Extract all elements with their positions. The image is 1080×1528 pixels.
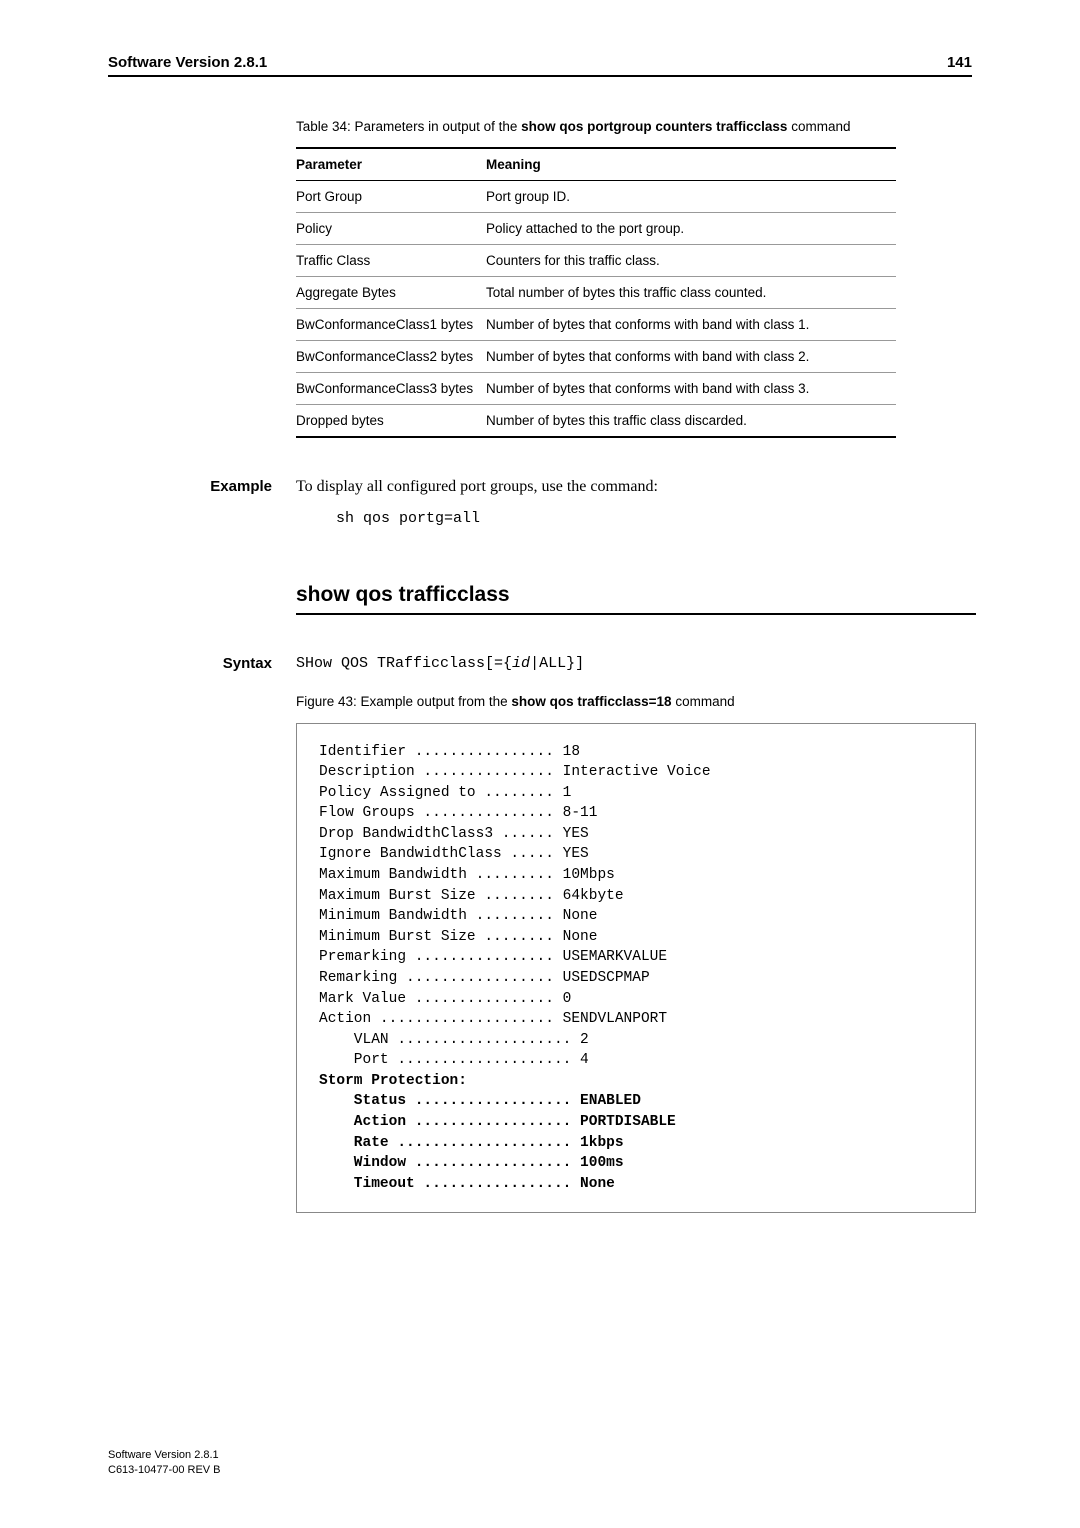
table-row: Dropped bytesNumber of bytes this traffi… [296, 404, 896, 437]
example-command: sh qos portg=all [336, 510, 972, 527]
output-line: Premarking ................ USEMARKVALUE [319, 947, 957, 968]
cell-meaning: Counters for this traffic class. [486, 244, 896, 276]
page-number: 141 [947, 54, 972, 71]
output-line: Mark Value ................ 0 [319, 989, 957, 1010]
section-heading: show qos trafficclass [296, 583, 976, 607]
cell-param: Policy [296, 212, 486, 244]
footer-line2: C613-10477-00 REV B [108, 1463, 221, 1478]
cell-meaning: Number of bytes this traffic class disca… [486, 404, 896, 437]
example-label: Example [108, 478, 286, 495]
cell-meaning: Number of bytes that conforms with band … [486, 340, 896, 372]
cell-param: Port Group [296, 180, 486, 212]
cell-param: BwConformanceClass2 bytes [296, 340, 486, 372]
cell-meaning: Policy attached to the port group. [486, 212, 896, 244]
cell-param: Dropped bytes [296, 404, 486, 437]
output-line: Remarking ................. USEDSCPMAP [319, 968, 957, 989]
table-header-row: Parameter Meaning [296, 148, 896, 181]
table-row: Port GroupPort group ID. [296, 180, 896, 212]
syntax-command: SHow QOS TRafficclass[={id|ALL}] [296, 655, 972, 672]
section-heading-wrap: show qos trafficclass [296, 583, 976, 615]
table-caption-prefix: Table 34: Parameters in output of the [296, 119, 521, 134]
page-footer: Software Version 2.8.1 C613-10477-00 REV… [108, 1448, 221, 1478]
output-line: Minimum Burst Size ........ None [319, 927, 957, 948]
fig-caption-bold: show qos trafficclass=18 [511, 694, 671, 709]
col-meaning: Meaning [486, 148, 896, 181]
table-caption-suffix: command [787, 119, 850, 134]
syntax-label: Syntax [108, 655, 286, 672]
table-caption-bold: show qos portgroup counters trafficclass [521, 119, 787, 134]
output-bold-line: Action .................. PORTDISABLE [319, 1112, 957, 1133]
output-bold-line: Timeout ................. None [319, 1174, 957, 1195]
table-row: BwConformanceClass1 bytesNumber of bytes… [296, 308, 896, 340]
output-line: Maximum Burst Size ........ 64kbyte [319, 886, 957, 907]
syntax-post: |ALL}] [530, 655, 584, 672]
footer-line1: Software Version 2.8.1 [108, 1448, 221, 1463]
parameters-table: Parameter Meaning Port GroupPort group I… [296, 147, 896, 438]
output-line: Maximum Bandwidth ......... 10Mbps [319, 865, 957, 886]
output-line: Ignore BandwidthClass ..... YES [319, 844, 957, 865]
syntax-pre: SHow QOS TRafficclass[={ [296, 655, 512, 672]
command-output-box: Identifier ................ 18Descriptio… [296, 723, 976, 1214]
cell-param: Aggregate Bytes [296, 276, 486, 308]
output-bold-line: Status .................. ENABLED [319, 1091, 957, 1112]
example-block: Example To display all configured port g… [108, 478, 972, 496]
table-row: Aggregate BytesTotal number of bytes thi… [296, 276, 896, 308]
syntax-id: id [512, 655, 530, 672]
output-line: VLAN .................... 2 [319, 1030, 957, 1051]
syntax-block: Syntax SHow QOS TRafficclass[={id|ALL}] [108, 655, 972, 672]
page-header: Software Version 2.8.1 141 [108, 54, 972, 77]
cell-meaning: Number of bytes that conforms with band … [486, 372, 896, 404]
example-text: To display all configured port groups, u… [296, 478, 972, 496]
fig-caption-suffix: command [672, 694, 735, 709]
cell-param: Traffic Class [296, 244, 486, 276]
fig-caption-prefix: Figure 43: Example output from the [296, 694, 511, 709]
table-row: BwConformanceClass3 bytesNumber of bytes… [296, 372, 896, 404]
cell-param: BwConformanceClass3 bytes [296, 372, 486, 404]
figure-caption: Figure 43: Example output from the show … [296, 694, 972, 709]
table-row: Traffic ClassCounters for this traffic c… [296, 244, 896, 276]
output-bold-line: Rate .................... 1kbps [319, 1133, 957, 1154]
header-title: Software Version 2.8.1 [108, 54, 267, 71]
cell-meaning: Port group ID. [486, 180, 896, 212]
cell-param: BwConformanceClass1 bytes [296, 308, 486, 340]
output-line: Drop BandwidthClass3 ...... YES [319, 824, 957, 845]
col-parameter: Parameter [296, 148, 486, 181]
output-line: Port .................... 4 [319, 1050, 957, 1071]
output-bold-line: Window .................. 100ms [319, 1153, 957, 1174]
table-row: BwConformanceClass2 bytesNumber of bytes… [296, 340, 896, 372]
output-bold-line: Storm Protection: [319, 1071, 957, 1092]
output-line: Description ............... Interactive … [319, 762, 957, 783]
cell-meaning: Total number of bytes this traffic class… [486, 276, 896, 308]
output-line: Minimum Bandwidth ......... None [319, 906, 957, 927]
output-line: Identifier ................ 18 [319, 742, 957, 763]
output-line: Policy Assigned to ........ 1 [319, 783, 957, 804]
output-line: Action .................... SENDVLANPORT [319, 1009, 957, 1030]
cell-meaning: Number of bytes that conforms with band … [486, 308, 896, 340]
output-line: Flow Groups ............... 8-11 [319, 803, 957, 824]
table-caption: Table 34: Parameters in output of the sh… [296, 117, 856, 137]
table-row: PolicyPolicy attached to the port group. [296, 212, 896, 244]
